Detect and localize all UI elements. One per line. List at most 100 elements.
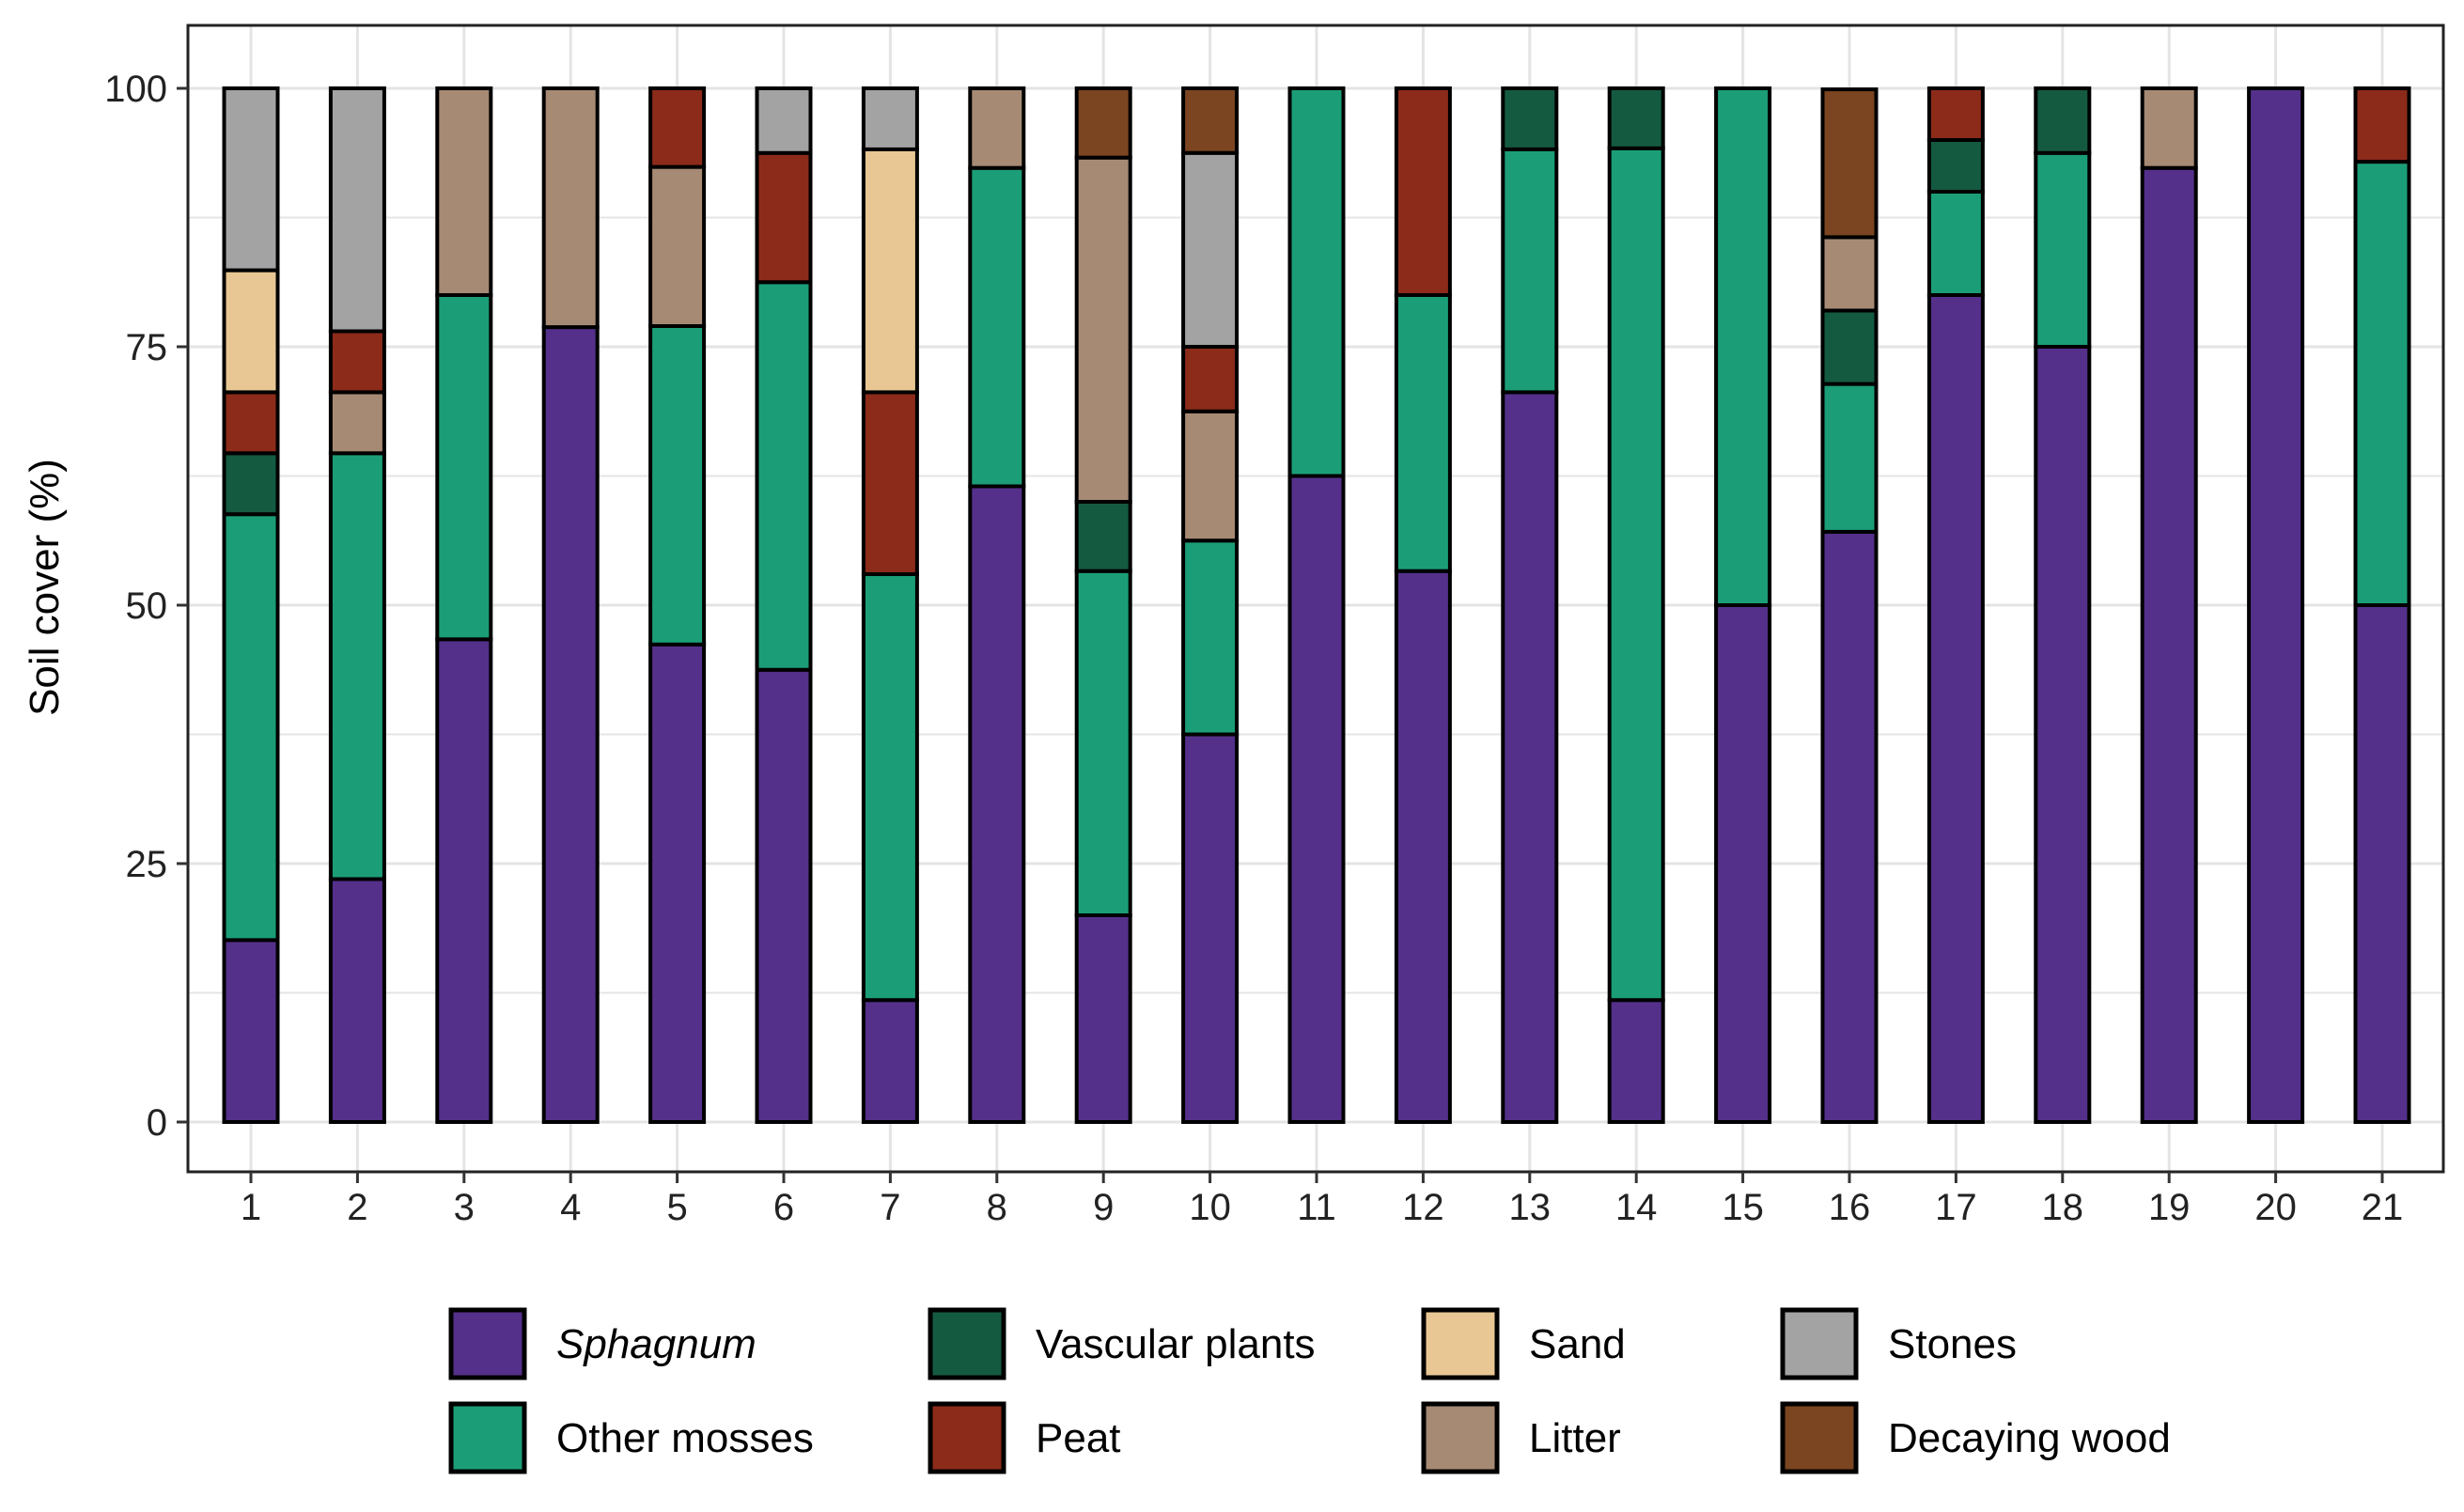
bar-segment-sphagnum xyxy=(1926,293,1985,1124)
bar-segment-sphagnum xyxy=(648,642,707,1124)
bar-segment-peat xyxy=(1181,345,1240,413)
bar-segment-sphagnum xyxy=(1287,474,1346,1124)
y-tick-label: 50 xyxy=(126,585,168,627)
legend-label: Sand xyxy=(1529,1321,1626,1367)
bar-segment-vascular-plants xyxy=(1926,138,1985,194)
bar-segment-other-mosses xyxy=(435,293,493,642)
y-tick-label: 0 xyxy=(147,1102,167,1144)
bar-segment-litter xyxy=(968,86,1026,170)
bar-segment-sand xyxy=(861,147,919,395)
x-tick-label: 2 xyxy=(347,1187,367,1228)
legend-swatch xyxy=(448,1401,527,1474)
y-axis: 0 25 50 75 100 xyxy=(104,69,188,1144)
x-tick-label: 3 xyxy=(454,1187,475,1228)
bar-segment-other-mosses xyxy=(1501,147,1559,395)
bar-segment-sphagnum xyxy=(2353,603,2411,1124)
bar-segment-other-mosses xyxy=(2034,150,2092,349)
bar-segment-litter xyxy=(1181,409,1240,543)
bar-segment-sphagnum xyxy=(2247,86,2305,1124)
bar-segment-vascular-plants xyxy=(1501,86,1559,151)
x-tick-label: 17 xyxy=(1935,1187,1977,1228)
bar-segment-other-mosses xyxy=(1714,86,1772,607)
bar-segment-vascular-plants xyxy=(1074,500,1132,573)
bar-segment-peat xyxy=(1394,86,1452,297)
bar-segment-other-mosses xyxy=(1926,190,1985,297)
legend-item-vascular-plants: Vascular plants xyxy=(928,1307,1316,1380)
x-tick-label: 10 xyxy=(1189,1187,1231,1228)
bars xyxy=(222,86,2411,1125)
legend-item-sand: Sand xyxy=(1421,1307,1626,1380)
legend-item-peat: Peat xyxy=(928,1401,1121,1474)
bar-segment-peat xyxy=(1926,86,1985,142)
bar-segment-sphagnum xyxy=(1820,529,1879,1124)
legend-swatch xyxy=(928,1307,1006,1380)
bar-segment-stones xyxy=(222,86,280,273)
bar-segment-sand xyxy=(222,268,280,395)
bar-segment-other-mosses xyxy=(1820,382,1879,534)
bar-segment-decaying-wood xyxy=(1181,86,1240,155)
bar-segment-stones xyxy=(755,86,813,155)
bar-segment-other-mosses xyxy=(1607,146,1665,1003)
bar-segment-decaying-wood xyxy=(1074,86,1132,160)
bar-segment-litter xyxy=(541,86,600,330)
bar-segment-sphagnum xyxy=(328,877,386,1124)
bar-segment-peat xyxy=(755,150,813,285)
y-axis-label: Soil cover (%) xyxy=(22,459,68,716)
bar-segment-sphagnum xyxy=(861,998,919,1124)
bar-segment-peat xyxy=(222,390,280,456)
x-tick-label: 18 xyxy=(2042,1187,2084,1228)
bar-segment-other-mosses xyxy=(1181,538,1240,737)
bar-segment-other-mosses xyxy=(1394,293,1452,573)
legend-label: Litter xyxy=(1529,1415,1621,1461)
legend-swatch xyxy=(928,1401,1006,1474)
x-tick-label: 15 xyxy=(1722,1187,1764,1228)
x-tick-label: 11 xyxy=(1297,1187,1336,1228)
bar-segment-sphagnum xyxy=(1074,913,1132,1124)
bar-segment-sphagnum xyxy=(2034,345,2092,1124)
bar-segment-other-mosses xyxy=(648,324,707,647)
y-tick-label: 75 xyxy=(126,327,168,368)
legend-item-litter: Litter xyxy=(1421,1401,1621,1474)
legend: Sphagnum Vascular plants Sand Stones Other m… xyxy=(448,1307,2171,1474)
bar-segment-peat xyxy=(648,86,707,169)
legend-item-sphagnum: Sphagnum xyxy=(448,1307,756,1380)
x-tick-label: 7 xyxy=(880,1187,900,1228)
legend-item-decaying-wood: Decaying wood xyxy=(1780,1401,2171,1474)
bar-segment-peat xyxy=(2353,86,2411,164)
x-axis: 1 2 3 4 5 6 7 8 9 10 11 12 13 14 15 16 17 18 19 20 21 xyxy=(241,1172,2403,1228)
x-tick-label: 21 xyxy=(2362,1187,2404,1228)
bar-segment-vascular-plants xyxy=(2034,86,2092,155)
legend-swatch xyxy=(1780,1307,1859,1380)
legend-item-other-mosses: Other mosses xyxy=(448,1401,814,1474)
bar-segment-sphagnum xyxy=(435,637,493,1124)
bar-segment-sphagnum xyxy=(1181,732,1240,1124)
bar-segment-litter xyxy=(435,86,493,297)
bar-segment-other-mosses xyxy=(2353,160,2411,607)
legend-swatch xyxy=(1780,1401,1859,1474)
bar-segment-stones xyxy=(1181,150,1240,349)
y-tick-label: 25 xyxy=(126,844,168,885)
bar-segment-other-mosses xyxy=(222,512,280,943)
bar-segment-other-mosses xyxy=(968,165,1026,489)
bar-segment-vascular-plants xyxy=(1820,308,1879,386)
bar-segment-stones xyxy=(328,86,386,334)
legend-swatch xyxy=(1421,1401,1500,1474)
x-tick-label: 9 xyxy=(1093,1187,1114,1228)
bar-segment-other-mosses xyxy=(861,572,919,1003)
bar-segment-peat xyxy=(328,329,386,395)
bar-segment-litter xyxy=(1074,155,1132,504)
bar-segment-other-mosses xyxy=(1287,86,1346,478)
bar-segment-decaying-wood xyxy=(1820,87,1879,240)
bar-segment-vascular-plants xyxy=(1607,86,1665,150)
bar-segment-sphagnum xyxy=(222,938,280,1125)
bar-segment-litter xyxy=(2140,86,2198,170)
legend-label: Other mosses xyxy=(556,1415,814,1461)
legend-swatch xyxy=(448,1307,527,1380)
legend-swatch xyxy=(1421,1307,1500,1380)
y-tick-label: 100 xyxy=(104,69,167,110)
x-tick-label: 20 xyxy=(2254,1187,2297,1228)
legend-label: Sphagnum xyxy=(556,1321,756,1367)
legend-label: Decaying wood xyxy=(1888,1415,2171,1461)
bar-segment-litter xyxy=(1820,235,1879,313)
